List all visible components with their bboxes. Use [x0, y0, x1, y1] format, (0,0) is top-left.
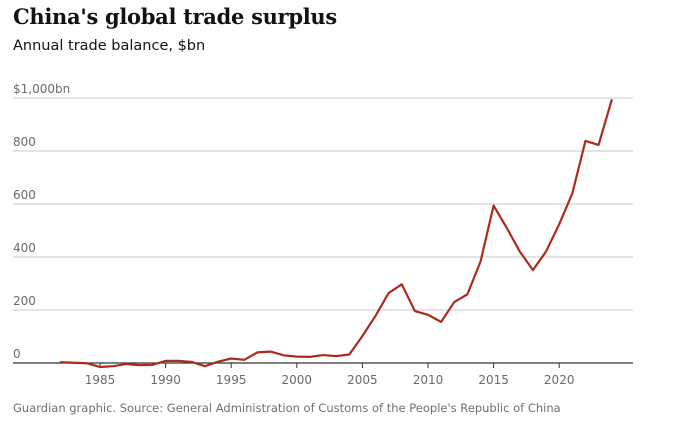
x-tick-label: 1995: [216, 373, 247, 387]
x-tick-label: 1985: [85, 373, 116, 387]
chart-title: China's global trade surplus: [13, 4, 337, 29]
x-tick-label: 2010: [413, 373, 444, 387]
y-tick-label: 400: [13, 241, 36, 255]
x-tick-label: 2005: [347, 373, 378, 387]
y-tick-label: 600: [13, 188, 36, 202]
y-tick-label: 0: [13, 347, 21, 361]
y-tick-label: $1,000bn: [13, 82, 70, 96]
chart-subtitle: Annual trade balance, $bn: [13, 38, 206, 54]
source-note: Guardian graphic. Source: General Admini…: [13, 401, 561, 415]
series-line-trade-balance: [59, 99, 613, 369]
x-tick-label: 2000: [282, 373, 313, 387]
x-tick-label: 2020: [544, 373, 575, 387]
y-tick-label: 200: [13, 294, 36, 308]
x-tick-label: 1990: [150, 373, 181, 387]
x-tick-label: 2015: [478, 373, 509, 387]
y-tick-label: 800: [13, 135, 36, 149]
